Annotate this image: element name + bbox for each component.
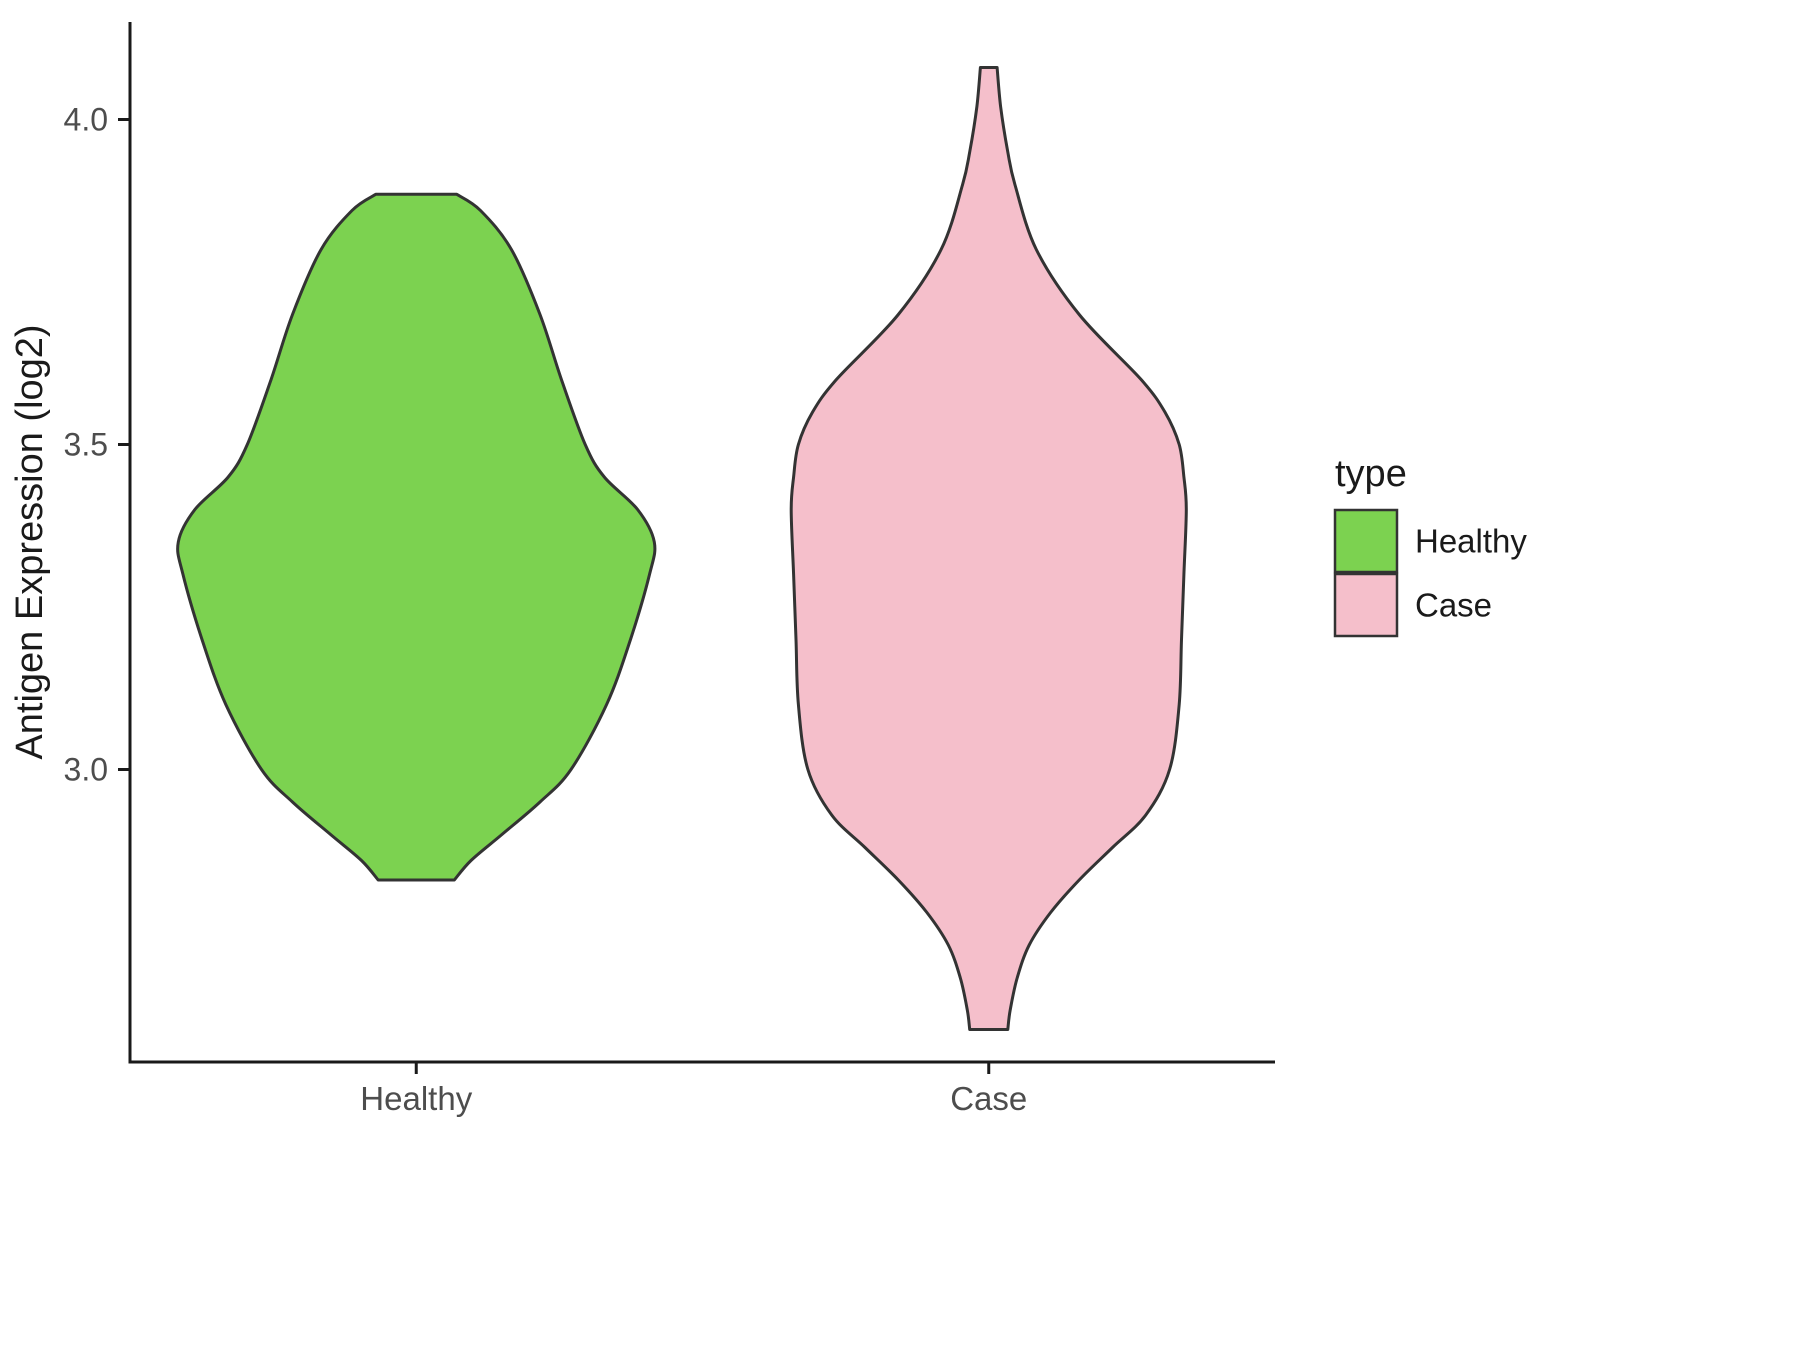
legend-swatch-case [1333, 572, 1399, 638]
y-tick-label: 3.0 [64, 752, 108, 788]
x-tick-label-healthy: Healthy [360, 1080, 472, 1117]
x-tick-label-case: Case [950, 1080, 1027, 1117]
y-axis-title: Antigen Expression (log2) [9, 324, 51, 759]
legend-swatch-healthy [1333, 508, 1399, 574]
legend-title: type [1335, 453, 1407, 495]
violin-healthy [176, 192, 657, 882]
legend-label-healthy: Healthy [1415, 523, 1527, 560]
y-tick-label: 4.0 [64, 102, 108, 138]
legend-label-case: Case [1415, 587, 1492, 624]
violin-case [789, 66, 1188, 1031]
y-tick-label: 3.5 [64, 427, 108, 463]
